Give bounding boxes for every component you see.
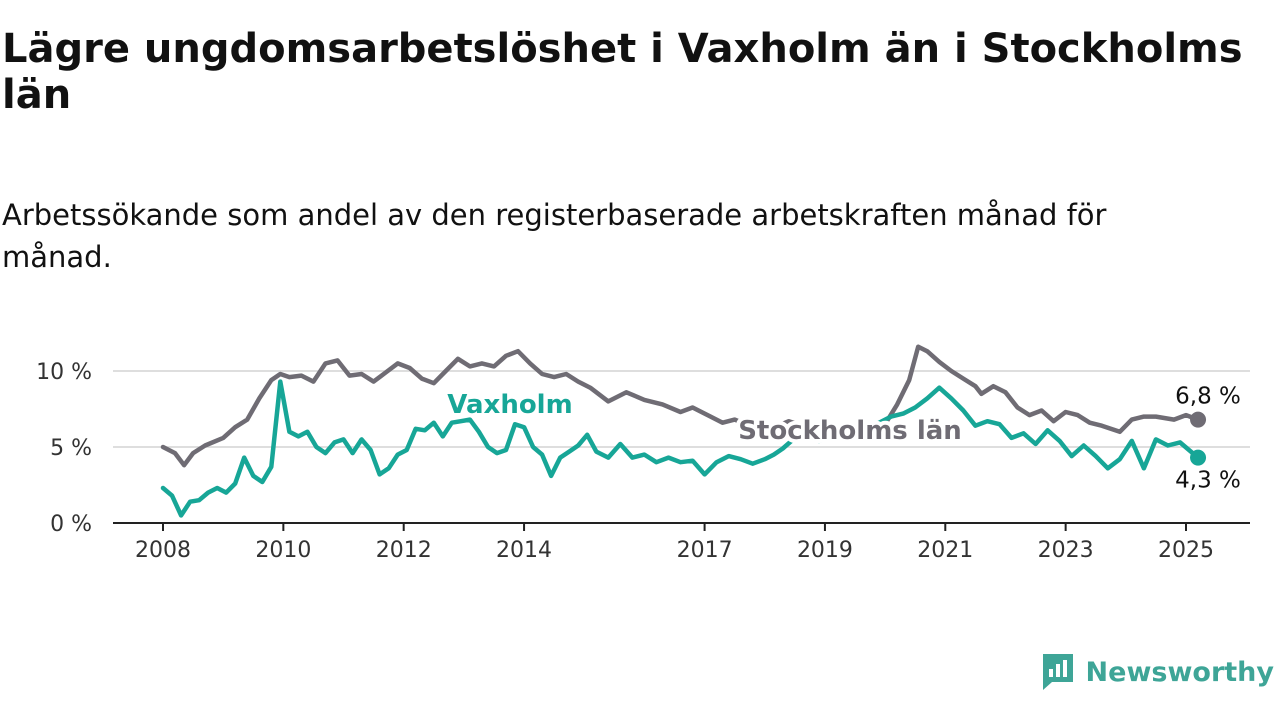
series-line-stockholms-l-n — [160, 344, 1201, 468]
series-name-label-vaxholm: Vaxholm — [447, 390, 572, 420]
series-name-label-stockholms-l-n: Stockholms län — [738, 416, 962, 446]
end-value-label-vaxholm: 4,3 % — [1175, 468, 1241, 494]
x-tick-label: 2012 — [376, 538, 432, 563]
series-line-vaxholm — [160, 379, 1201, 518]
series-end-point-vaxholm — [1190, 449, 1207, 466]
gridlines — [113, 370, 1250, 448]
chart-title: Lägre ungdomsarbetslöshet i Vaxholm än i… — [2, 26, 1243, 118]
x-tick-label: 2025 — [1158, 538, 1214, 563]
brand-name: Newsworthy — [1085, 656, 1274, 688]
y-tick-label: 10 % — [36, 360, 92, 385]
x-tick-label: 2010 — [255, 538, 311, 563]
series-name-halo-stockholms-l-n: Stockholms län — [738, 416, 962, 446]
x-tick-label: 2017 — [677, 538, 733, 563]
chart-subtitle: Arbetssökande som andel av den registerb… — [2, 198, 1107, 274]
x-tick-label: 2021 — [917, 538, 973, 563]
series-name-halo-vaxholm: Vaxholm — [447, 390, 572, 420]
x-tick-label: 2014 — [496, 538, 552, 563]
y-axis-ticks: 0 % 5 % 10 % — [36, 360, 92, 537]
x-tick-label: 2008 — [135, 538, 191, 563]
x-tick-label: 2023 — [1038, 538, 1094, 563]
newsworthy-logo-icon — [1042, 654, 1073, 690]
series-lines — [160, 344, 1207, 518]
x-tick-label: 2019 — [797, 538, 853, 563]
y-tick-label: 5 % — [50, 436, 92, 461]
line-chart: 0 %5 %10 % 2008 2010 2012 2014 2017 2019 2021 2… — [36, 344, 1250, 563]
y-tick-label: 0 % — [50, 512, 92, 537]
series-end-point-stockholms-l-n — [1190, 411, 1207, 428]
end-value-label-stockholms-l-n: 6,8 % — [1175, 384, 1241, 410]
newsworthy-brand: Newsworthy — [1040, 652, 1274, 692]
x-axis-ticks: 2008 2010 2012 2014 2017 2019 2021 2023 2025 — [113, 522, 1250, 563]
